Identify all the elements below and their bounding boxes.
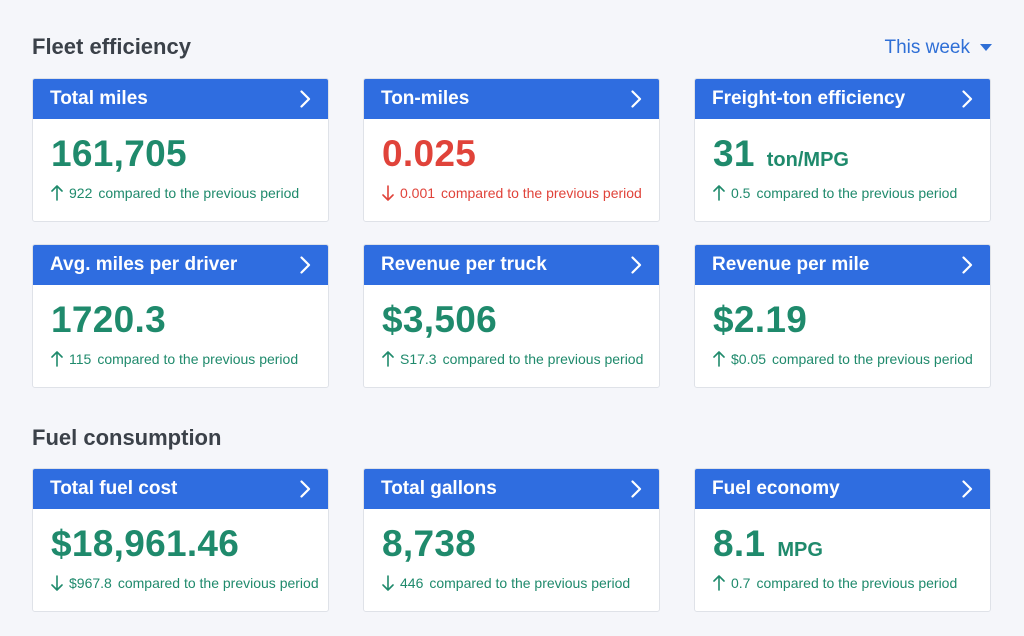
card-header[interactable]: Freight-ton efficiency bbox=[695, 79, 990, 119]
comparison-text: compared to the previous period bbox=[97, 351, 299, 367]
comparison-line: 922 compared to the previous period bbox=[51, 185, 328, 201]
section-title-fuel-consumption: Fuel consumption bbox=[32, 425, 222, 450]
card-title: Ton-miles bbox=[381, 88, 470, 109]
comparison-delta: 0.5 bbox=[731, 185, 751, 201]
comparison-text: compared to the previous period bbox=[429, 575, 631, 591]
metric-card-ton-miles: Ton-miles 0.025 0.001 compared to the pr… bbox=[363, 78, 660, 222]
comparison-line: 0.5 compared to the previous period bbox=[713, 185, 990, 201]
comparison-line: $967.8 compared to the previous period bbox=[51, 575, 328, 591]
period-dropdown[interactable]: This week bbox=[884, 37, 992, 59]
comparison-text: compared to the previous period bbox=[756, 575, 958, 591]
arrow-up-icon bbox=[713, 575, 725, 591]
chevron-right-icon[interactable] bbox=[631, 90, 642, 108]
arrow-down-icon bbox=[51, 575, 63, 591]
card-header[interactable]: Revenue per mile bbox=[695, 245, 990, 285]
arrow-up-icon bbox=[382, 351, 394, 367]
metric-unit: ton/MPG bbox=[766, 149, 849, 171]
comparison-line: $0.05 compared to the previous period bbox=[713, 351, 990, 367]
comparison-line: 115 compared to the previous period bbox=[51, 351, 328, 367]
metric-value: $3,506 bbox=[382, 299, 497, 340]
comparison-text: compared to the previous period bbox=[117, 575, 319, 591]
chevron-right-icon[interactable] bbox=[300, 90, 311, 108]
comparison-text: compared to the previous period bbox=[98, 185, 300, 201]
chevron-right-icon[interactable] bbox=[962, 256, 973, 274]
card-header[interactable]: Avg. miles per driver bbox=[33, 245, 328, 285]
comparison-delta: 0.7 bbox=[731, 575, 751, 591]
arrow-up-icon bbox=[51, 185, 63, 201]
section-title-fleet-efficiency: Fleet efficiency bbox=[32, 34, 191, 59]
card-header[interactable]: Total miles bbox=[33, 79, 328, 119]
comparison-delta: 115 bbox=[69, 351, 92, 367]
metric-card-total-gallons: Total gallons 8,738 446 compared to the … bbox=[363, 468, 660, 612]
metric-value: 8.1 bbox=[713, 523, 766, 564]
metric-card-fuel-economy: Fuel economy 8.1 MPG 0.7 compared to the… bbox=[694, 468, 991, 612]
chevron-right-icon[interactable] bbox=[962, 90, 973, 108]
chevron-right-icon[interactable] bbox=[300, 256, 311, 274]
metric-value: 8,738 bbox=[382, 523, 477, 564]
metric-unit: MPG bbox=[777, 539, 823, 561]
comparison-line: 0.001 compared to the previous period bbox=[382, 185, 659, 201]
chevron-right-icon[interactable] bbox=[962, 480, 973, 498]
chevron-right-icon[interactable] bbox=[631, 480, 642, 498]
card-title: Total gallons bbox=[381, 478, 497, 499]
comparison-delta: $0.05 bbox=[731, 351, 767, 367]
metric-card-freight-ton-efficiency: Freight-ton efficiency 31 ton/MPG 0.5 co… bbox=[694, 78, 991, 222]
comparison-text: compared to the previous period bbox=[756, 185, 958, 201]
chevron-right-icon[interactable] bbox=[300, 480, 311, 498]
card-header[interactable]: Ton-miles bbox=[364, 79, 659, 119]
card-title: Freight-ton efficiency bbox=[712, 88, 906, 109]
comparison-line: S17.3 compared to the previous period bbox=[382, 351, 659, 367]
comparison-text: compared to the previous period bbox=[441, 185, 642, 201]
metric-card-revenue-per-mile: Revenue per mile $2.19 $0.05 compared to… bbox=[694, 244, 991, 388]
card-title: Avg. miles per driver bbox=[50, 254, 238, 275]
metric-card-total-miles: Total miles 161,705 922 compared to the … bbox=[32, 78, 329, 222]
metric-value: 0.025 bbox=[382, 133, 477, 174]
comparison-text: compared to the previous period bbox=[442, 351, 644, 367]
card-title: Fuel economy bbox=[712, 478, 840, 499]
card-title: Total fuel cost bbox=[50, 478, 178, 499]
arrow-up-icon bbox=[713, 351, 725, 367]
arrow-down-icon bbox=[382, 185, 394, 201]
arrow-up-icon bbox=[713, 185, 725, 201]
card-header[interactable]: Total fuel cost bbox=[33, 469, 328, 509]
comparison-delta: $967.8 bbox=[69, 575, 112, 591]
card-title: Total miles bbox=[50, 88, 148, 109]
card-header[interactable]: Fuel economy bbox=[695, 469, 990, 509]
metric-card-avg-miles-per-driver: Avg. miles per driver 1720.3 115 compare… bbox=[32, 244, 329, 388]
caret-down-icon bbox=[980, 44, 992, 52]
arrow-up-icon bbox=[51, 351, 63, 367]
period-dropdown-label: This week bbox=[884, 37, 970, 58]
comparison-delta: 0.001 bbox=[400, 185, 436, 201]
metric-card-total-fuel-cost: Total fuel cost $18,961.46 $967.8 compar… bbox=[32, 468, 329, 612]
comparison-delta: 922 bbox=[69, 185, 93, 201]
metric-value: $18,961.46 bbox=[51, 523, 240, 564]
metric-value: 31 bbox=[713, 133, 755, 174]
arrow-down-icon bbox=[382, 575, 394, 591]
metric-card-revenue-per-truck: Revenue per truck $3,506 S17.3 compared … bbox=[363, 244, 660, 388]
card-header[interactable]: Total gallons bbox=[364, 469, 659, 509]
comparison-delta: S17.3 bbox=[400, 351, 437, 367]
metric-value: 161,705 bbox=[51, 133, 187, 174]
comparison-text: compared to the previous period bbox=[772, 351, 973, 367]
card-title: Revenue per truck bbox=[381, 254, 547, 275]
chevron-right-icon[interactable] bbox=[631, 256, 642, 274]
metric-value: $2.19 bbox=[713, 299, 808, 340]
comparison-delta: 446 bbox=[400, 575, 424, 591]
comparison-line: 446 compared to the previous period bbox=[382, 575, 659, 591]
comparison-line: 0.7 compared to the previous period bbox=[713, 575, 990, 591]
card-header[interactable]: Revenue per truck bbox=[364, 245, 659, 285]
card-title: Revenue per mile bbox=[712, 254, 870, 275]
metric-value: 1720.3 bbox=[51, 299, 166, 340]
